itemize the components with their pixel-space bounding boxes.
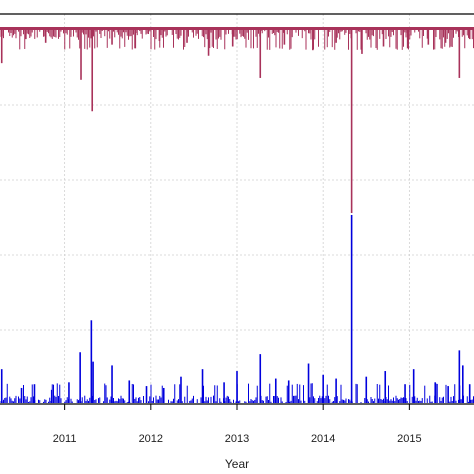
x-tick-label: 2012 [139, 433, 163, 445]
x-tick-label: 2011 [53, 433, 77, 445]
x-tick-label: 2015 [397, 433, 421, 445]
top-series-bars [0, 27, 474, 213]
x-axis-title: Year [225, 457, 249, 471]
x-axis-ticks [64, 404, 410, 410]
bottom-series-bars [0, 215, 474, 403]
x-tick-label: 2014 [311, 433, 335, 445]
grid-layer [0, 14, 474, 404]
x-tick-label: 2013 [225, 433, 249, 445]
x-axis-tick-labels: 2011 2012 2013 2014 2015 [53, 433, 422, 445]
